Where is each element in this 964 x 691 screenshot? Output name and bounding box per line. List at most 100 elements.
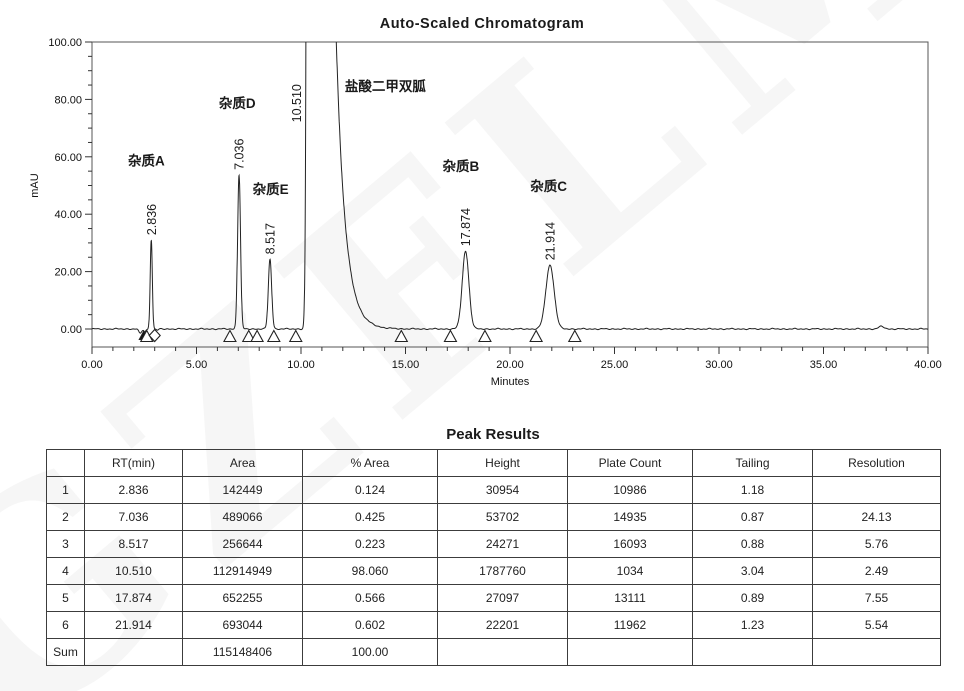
svg-text:杂质C: 杂质C xyxy=(530,178,567,194)
cell: 0.566 xyxy=(302,584,438,612)
cell: 3.04 xyxy=(692,557,813,585)
cell: 693044 xyxy=(182,611,303,639)
svg-text:杂质E: 杂质E xyxy=(253,181,289,197)
cell: 17.874 xyxy=(84,584,183,612)
integration-triangle-icon xyxy=(443,329,458,343)
cell: 21.914 xyxy=(84,611,183,639)
chromatogram-section: Auto-Scaled Chromatogram 0.00 5.00 10.00 15… xyxy=(0,16,964,396)
header-cell: Tailing xyxy=(692,449,813,477)
cell: 0.425 xyxy=(302,503,438,531)
cell: 1034 xyxy=(567,557,693,585)
cell: 7.55 xyxy=(812,584,941,612)
svg-text:40.00: 40.00 xyxy=(914,359,942,371)
cell: 6 xyxy=(46,611,85,639)
svg-text:杂质D: 杂质D xyxy=(219,95,256,111)
header-cell: Area xyxy=(182,449,303,477)
cell: 24.13 xyxy=(812,503,941,531)
cell: 13111 xyxy=(567,584,693,612)
cell xyxy=(692,638,813,666)
svg-text:盐酸二甲双胍: 盐酸二甲双胍 xyxy=(345,78,426,94)
cell: 7.036 xyxy=(84,503,183,531)
peak-results-title: Peak Results xyxy=(446,426,540,443)
cell: 0.223 xyxy=(302,530,438,558)
cell: 0.89 xyxy=(692,584,813,612)
table-row: 5 17.874 652255 0.566 27097 13111 0.89 7.55 xyxy=(46,584,941,612)
cell: 5.54 xyxy=(812,611,941,639)
integration-triangle-icon xyxy=(288,329,303,343)
table-row: 1 2.836 142449 0.124 30954 10986 1.18 xyxy=(46,476,941,504)
header-cell: Plate Count xyxy=(567,449,693,477)
cell: 16093 xyxy=(567,530,693,558)
cell: 0.88 xyxy=(692,530,813,558)
svg-text:杂质A: 杂质A xyxy=(128,152,165,168)
plot-border xyxy=(91,41,929,348)
svg-text:30.00: 30.00 xyxy=(705,359,733,371)
svg-text:80.00: 80.00 xyxy=(54,94,82,106)
cell: 14935 xyxy=(567,503,693,531)
peak-table: RT(min) Area% Area Height Plate Count Tailin… xyxy=(46,449,941,666)
svg-text:杂质B: 杂质B xyxy=(443,158,480,174)
content: Auto-Scaled Chromatogram 0.00 5.00 10.00 15… xyxy=(0,16,964,666)
cell: 256644 xyxy=(182,530,303,558)
header-cell xyxy=(46,449,85,477)
cell: 30954 xyxy=(437,476,568,504)
cell: 2.49 xyxy=(812,557,941,585)
svg-text:7.036: 7.036 xyxy=(233,139,247,170)
svg-text:Minutes: Minutes xyxy=(491,376,530,388)
header-cell: RT(min) xyxy=(84,449,183,477)
cell xyxy=(812,476,941,504)
cell xyxy=(812,638,941,666)
svg-text:10.00: 10.00 xyxy=(287,359,315,371)
header-row: RT(min) Area% Area Height Plate Count Tailin… xyxy=(46,449,941,477)
svg-text:17.874: 17.874 xyxy=(459,208,473,246)
cell: 115148406 xyxy=(182,638,303,666)
cell: 22201 xyxy=(437,611,568,639)
integration-triangle-icon xyxy=(266,329,281,343)
integration-triangle-icon xyxy=(394,329,409,343)
peak-results-section: Peak Results RT(min) Area% Area Height Plat… xyxy=(0,426,964,666)
header-cell: Resolution xyxy=(812,449,941,477)
svg-text:60.00: 60.00 xyxy=(54,152,82,164)
cell: 24271 xyxy=(437,530,568,558)
cell: 489066 xyxy=(182,503,303,531)
cell: 5 xyxy=(46,584,85,612)
svg-text:mAU: mAU xyxy=(29,173,41,198)
cell: 2.836 xyxy=(84,476,183,504)
cell: 3 xyxy=(46,530,85,558)
svg-text:10.510: 10.510 xyxy=(290,84,304,122)
integration-triangle-icon xyxy=(529,329,544,343)
svg-text:20.00: 20.00 xyxy=(496,359,524,371)
cell: 142449 xyxy=(182,476,303,504)
cell: 5.76 xyxy=(812,530,941,558)
integration-triangle-icon xyxy=(223,329,237,343)
svg-text:5.00: 5.00 xyxy=(186,359,207,371)
cell xyxy=(437,638,568,666)
svg-text:21.914: 21.914 xyxy=(544,222,558,260)
y-axis: 0.00 20.00 40.00 60.00 80.00 100.00 xyxy=(48,37,92,336)
chromatogram-svg: 0.00 5.00 10.00 15.00 20.00 25.00 30.00 35.00 40… xyxy=(29,37,942,388)
cell: 8.517 xyxy=(84,530,183,558)
cell: 1787760 xyxy=(437,557,568,585)
cell: Sum xyxy=(46,638,85,666)
table-row: 3 8.517 256644 0.223 24271 16093 0.88 5.76 xyxy=(46,530,941,558)
svg-text:100.00: 100.00 xyxy=(48,37,82,49)
header-cell: Height xyxy=(437,449,568,477)
svg-text:25.00: 25.00 xyxy=(601,359,629,371)
cell: 652255 xyxy=(182,584,303,612)
integration-triangle-icon xyxy=(477,329,492,343)
integration-markers xyxy=(138,328,582,343)
chart-title: Auto-Scaled Chromatogram xyxy=(379,16,585,32)
cell: 53702 xyxy=(437,503,568,531)
axis-titles: Minutes mAU xyxy=(29,173,530,388)
cell: 1.18 xyxy=(692,476,813,504)
cell: 1.23 xyxy=(692,611,813,639)
table-row: Sum 115148406 100.00 xyxy=(46,638,941,666)
cell: 10.510 xyxy=(84,557,183,585)
cell: 100.00 xyxy=(302,638,438,666)
x-axis: 0.00 5.00 10.00 15.00 20.00 25.00 30.00 35.00 40… xyxy=(81,347,942,371)
cell: 27097 xyxy=(437,584,568,612)
integration-triangle-icon xyxy=(241,329,256,343)
cell: 4 xyxy=(46,557,85,585)
